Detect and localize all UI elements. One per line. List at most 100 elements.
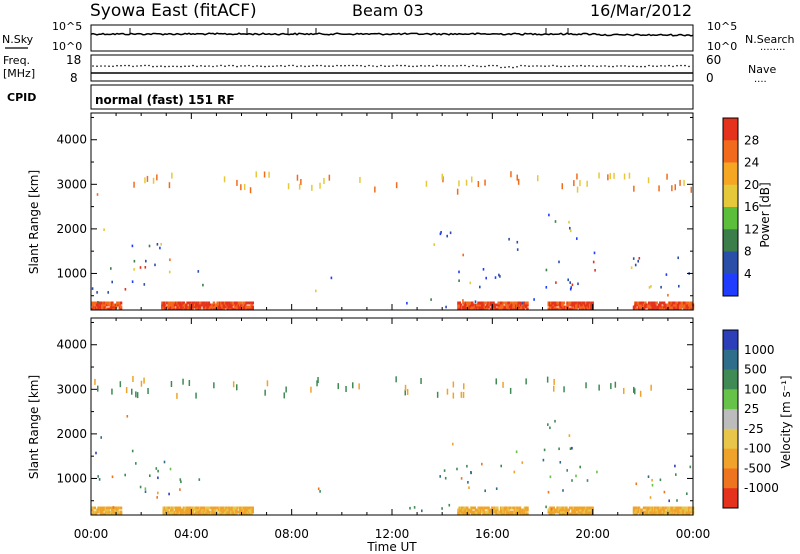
date-label: 16/Mar/2012: [590, 1, 692, 20]
y-tick-label: 1000: [56, 266, 87, 280]
power-cell: [458, 279, 460, 282]
velocity-cell: [572, 506, 576, 510]
nave-point: [588, 65, 590, 67]
power-cell: [498, 301, 502, 305]
power-cell: [679, 179, 681, 186]
power-cell: [654, 305, 657, 309]
velocity-cell: [178, 506, 182, 510]
power-cell: [183, 303, 187, 307]
power-cell: [637, 305, 641, 309]
power-cell: [226, 307, 229, 311]
nave-point: [328, 65, 330, 67]
power-cell: [110, 267, 112, 270]
power-cell: [237, 307, 241, 311]
nave-point: [164, 65, 166, 68]
power-cell: [92, 305, 95, 309]
power-cell: [635, 307, 638, 311]
velocity-cell: [516, 506, 519, 510]
power-cell: [547, 303, 550, 307]
velocity-cell: [586, 506, 589, 510]
power-cell: [471, 303, 474, 307]
velocity-cell: [646, 506, 650, 510]
power-cell: [640, 307, 643, 311]
power-cell: [236, 179, 238, 186]
power-cell: [667, 305, 671, 309]
velocity-cell: [478, 512, 481, 516]
power-cell: [508, 305, 512, 309]
velocity-cell: [170, 506, 173, 510]
velocity-cell: [216, 506, 219, 510]
velocity-cell: [660, 508, 663, 512]
velocity-cell: [582, 510, 586, 514]
power-cell: [582, 303, 586, 307]
power-cell: [124, 288, 127, 291]
nave-point: [112, 65, 114, 68]
cpid-panel-frame: [90, 84, 694, 110]
velocity-cell: [132, 376, 134, 382]
power-cell: [180, 303, 183, 307]
nave-point: [672, 65, 674, 68]
power-cell: [689, 305, 692, 309]
velocity-cell: [186, 512, 189, 516]
nave-point: [560, 65, 562, 68]
power-cell: [175, 301, 178, 305]
nave-point: [272, 65, 274, 68]
nave-point: [676, 64, 678, 67]
velocity-cell: [524, 510, 528, 514]
nsky-tick-top: 10^5: [52, 20, 82, 33]
power-cell: [210, 305, 213, 309]
velocity-cell: [579, 465, 581, 469]
velocity-cell: [191, 508, 194, 512]
velocity-cell: [207, 506, 211, 510]
velocity-colorbar-segment: [723, 468, 738, 489]
velocity-cell: [494, 506, 498, 510]
velocity-cell: [681, 510, 685, 514]
velocity-cell: [659, 508, 662, 512]
power-panel-frame: [90, 112, 694, 311]
velocity-cell: [518, 506, 522, 510]
velocity-cell: [670, 506, 673, 510]
velocity-cell: [651, 506, 655, 510]
velocity-cell: [230, 510, 233, 514]
nave-point: [116, 64, 118, 67]
power-cell: [268, 171, 270, 178]
velocity-colorbar-segment: [723, 389, 738, 410]
power-cell: [476, 303, 479, 307]
velocity-cell: [632, 512, 636, 516]
power-cell: [547, 301, 550, 305]
power-cell: [679, 307, 682, 311]
velocity-cell: [317, 487, 320, 491]
velocity-cell: [681, 506, 685, 510]
nave-point: [284, 65, 286, 68]
power-cell: [106, 301, 109, 305]
velocity-cell: [191, 510, 194, 514]
velocity-cell: [188, 510, 192, 514]
velocity-cell: [220, 508, 223, 512]
nave-point: [420, 64, 422, 67]
nave-point: [312, 64, 314, 67]
velocity-cell: [496, 512, 499, 516]
velocity-cell: [676, 512, 680, 516]
nave-point: [648, 64, 650, 67]
velocity-cell: [144, 490, 147, 493]
velocity-cell: [468, 510, 471, 514]
freq-label: Freq.: [3, 54, 30, 67]
nave-point: [432, 65, 434, 68]
power-cell: [509, 305, 513, 309]
velocity-cell: [112, 508, 115, 512]
power-cell: [111, 301, 114, 305]
power-cell: [221, 303, 224, 307]
velocity-cell: [685, 512, 688, 516]
velocity-cell: [555, 508, 558, 512]
power-cell: [172, 307, 175, 311]
velocity-cell: [177, 508, 180, 512]
nave-point: [248, 64, 250, 67]
velocity-cell: [241, 508, 244, 512]
velocity-cell: [246, 506, 249, 510]
power-cell: [198, 305, 202, 309]
power-cell: [640, 301, 643, 305]
power-cell: [459, 307, 463, 311]
nave-point: [336, 64, 338, 67]
power-cell: [91, 287, 94, 290]
velocity-cell: [582, 508, 586, 512]
